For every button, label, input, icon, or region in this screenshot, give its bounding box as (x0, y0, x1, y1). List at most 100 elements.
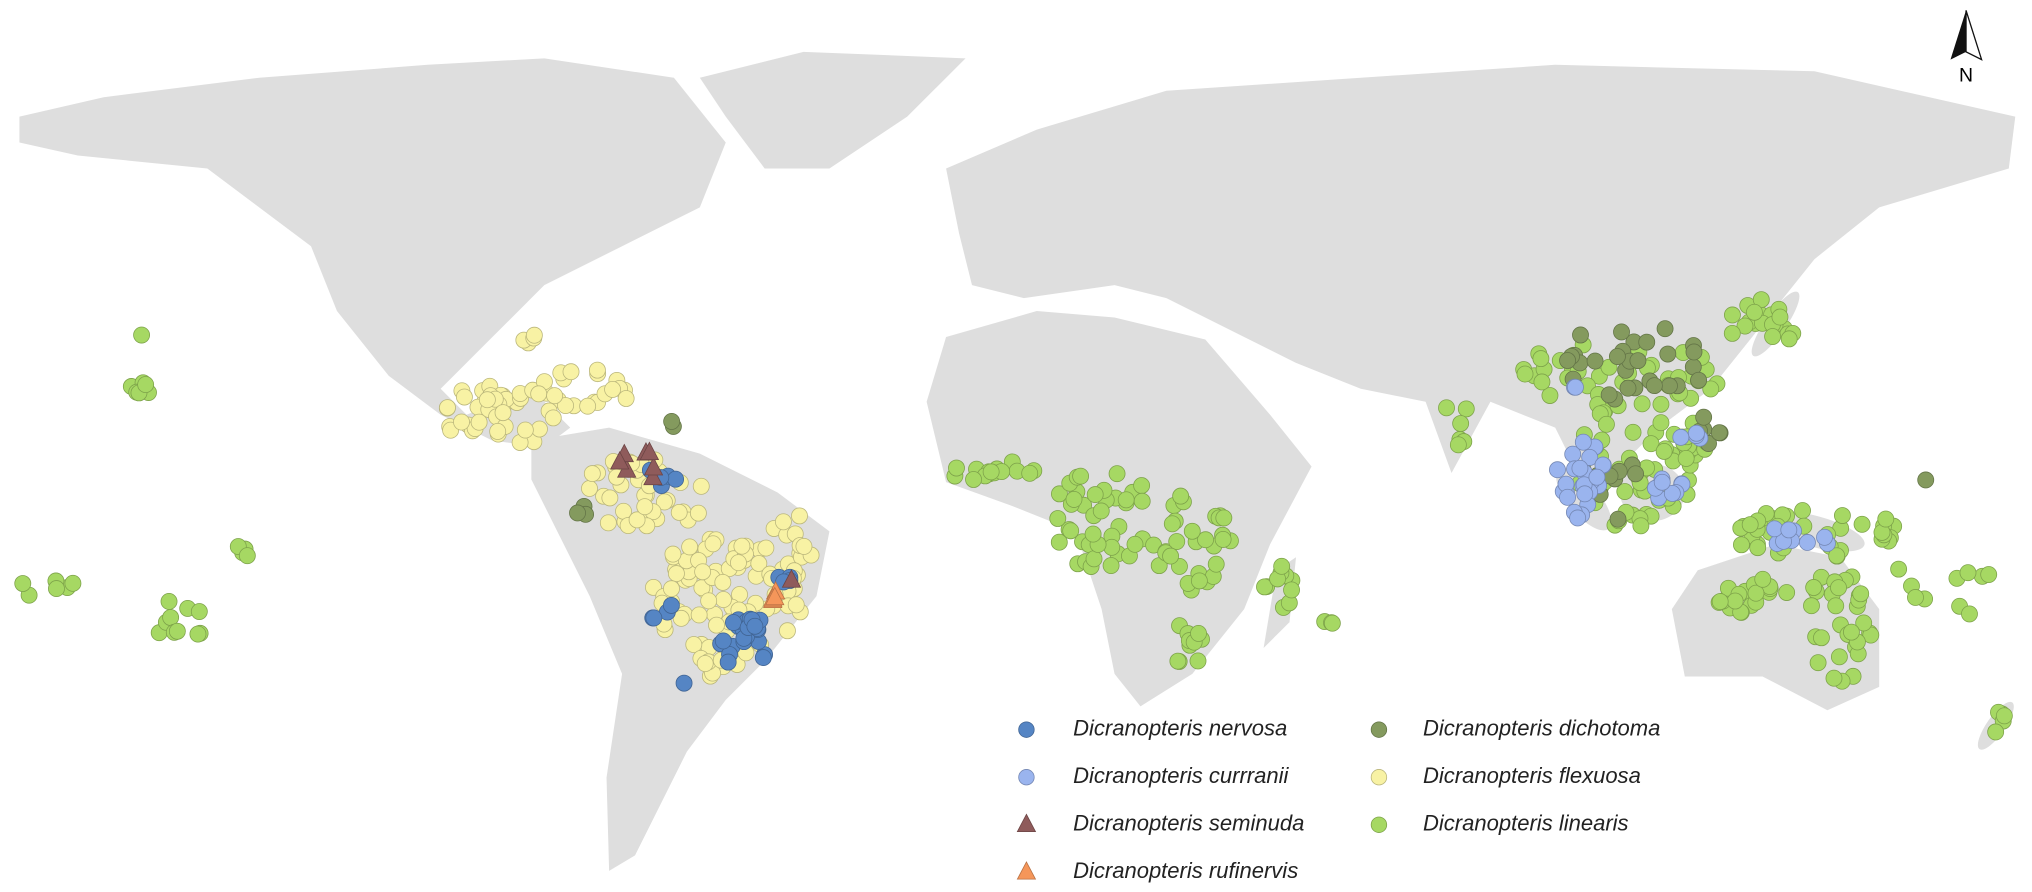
occurrence-marker (662, 596, 680, 614)
occurrence-marker (1745, 303, 1763, 321)
occurrence-marker (1569, 509, 1587, 527)
occurrence-marker (1653, 473, 1671, 491)
occurrence-marker (781, 569, 802, 588)
occurrence-marker (1798, 534, 1816, 551)
legend-marker (1370, 816, 1388, 833)
occurrence-marker (730, 554, 747, 572)
occurrence-marker (1907, 589, 1924, 606)
occurrence-marker (791, 507, 808, 525)
occurrence-marker (1780, 330, 1798, 348)
occurrence-marker (696, 655, 714, 672)
occurrence-marker (238, 547, 256, 565)
occurrence-marker (168, 622, 186, 640)
occurrence-marker (672, 609, 690, 627)
occurrence-marker (494, 404, 512, 422)
occurrence-marker (1598, 415, 1615, 433)
occurrence-marker (1065, 490, 1083, 508)
legend-marker (1016, 861, 1037, 880)
occurrence-marker (1809, 654, 1827, 672)
occurrence-marker (1049, 510, 1067, 527)
occurrence-marker (1624, 423, 1642, 441)
occurrence-marker (1588, 468, 1606, 486)
occurrence-marker (704, 535, 722, 553)
occurrence-marker (1183, 522, 1201, 540)
occurrence-marker (1133, 477, 1151, 494)
occurrence-marker (1652, 395, 1670, 413)
occurrence-marker (1600, 386, 1618, 404)
occurrence-marker (583, 465, 601, 483)
legend-label: Dicranopteris rufinervis (1073, 858, 1298, 883)
occurrence-marker (1323, 614, 1341, 632)
occurrence-marker (470, 413, 488, 431)
occurrence-marker (1214, 530, 1232, 548)
occurrence-marker (1197, 531, 1214, 549)
occurrence-marker (1723, 324, 1741, 342)
occurrence-marker (1741, 516, 1759, 534)
occurrence-marker (754, 649, 772, 667)
occurrence-marker (757, 539, 775, 557)
occurrence-marker (746, 617, 764, 635)
occurrence-marker (1163, 515, 1181, 533)
occurrence-marker (1830, 579, 1847, 597)
occurrence-marker (656, 493, 673, 511)
occurrence-marker (1711, 593, 1729, 610)
occurrence-marker (1189, 652, 1207, 670)
occurrence-marker (137, 376, 155, 393)
occurrence-marker (982, 463, 1000, 481)
occurrence-marker (1541, 387, 1559, 404)
occurrence-marker (1609, 510, 1627, 528)
occurrence-marker (48, 580, 65, 598)
occurrence-marker (1273, 557, 1291, 575)
occurrence-marker (189, 625, 207, 643)
occurrence-marker (1830, 648, 1848, 666)
legend-label: Dicranopteris currranii (1073, 763, 1289, 788)
occurrence-marker (1613, 323, 1630, 341)
occurrence-marker (1133, 492, 1151, 510)
occurrence-marker (1656, 320, 1674, 338)
occurrence-marker (1190, 572, 1208, 590)
occurrence-marker (1661, 377, 1678, 395)
occurrence-marker (1842, 623, 1860, 641)
occurrence-marker (1726, 592, 1744, 610)
occurrence-marker (1766, 520, 1784, 538)
occurrence-marker (604, 380, 622, 398)
legend-marker (1370, 721, 1388, 738)
occurrence-marker (1627, 465, 1645, 483)
occurrence-marker (546, 387, 564, 405)
legend-marker (1018, 721, 1035, 738)
occurrence-marker (1576, 485, 1594, 503)
occurrence-marker (725, 614, 742, 631)
occurrence-marker (1794, 502, 1811, 519)
occurrence-marker (670, 503, 688, 521)
occurrence-marker (692, 477, 710, 495)
occurrence-marker (1687, 424, 1705, 442)
occurrence-marker (1754, 570, 1772, 588)
occurrence-marker (636, 498, 654, 516)
occurrence-marker (1987, 723, 2005, 741)
occurrence-marker (1685, 343, 1703, 361)
occurrence-marker (714, 632, 732, 650)
occurrence-marker (1813, 629, 1830, 647)
occurrence-marker (668, 565, 685, 583)
occurrence-marker (1828, 547, 1846, 565)
occurrence-marker (489, 423, 507, 440)
occurrence-marker (1619, 379, 1637, 397)
compass-arrow-right (1965, 10, 1983, 61)
legend-marker (1018, 769, 1035, 786)
occurrence-marker (1663, 485, 1681, 502)
occurrence-marker (1168, 533, 1186, 550)
occurrence-marker (1771, 308, 1789, 326)
occurrence-marker (1995, 707, 2013, 725)
occurrence-marker (1108, 465, 1126, 483)
occurrence-marker (639, 441, 660, 460)
occurrence-marker (190, 603, 208, 620)
occurrence-marker (64, 574, 82, 592)
occurrence-marker (1571, 459, 1589, 477)
britain (987, 176, 1009, 213)
compass: N (1950, 10, 1983, 87)
occurrence-marker (525, 326, 543, 344)
occurrence-marker (1677, 450, 1695, 467)
occurrence-marker (1616, 483, 1634, 500)
occurrence-marker (663, 580, 680, 598)
